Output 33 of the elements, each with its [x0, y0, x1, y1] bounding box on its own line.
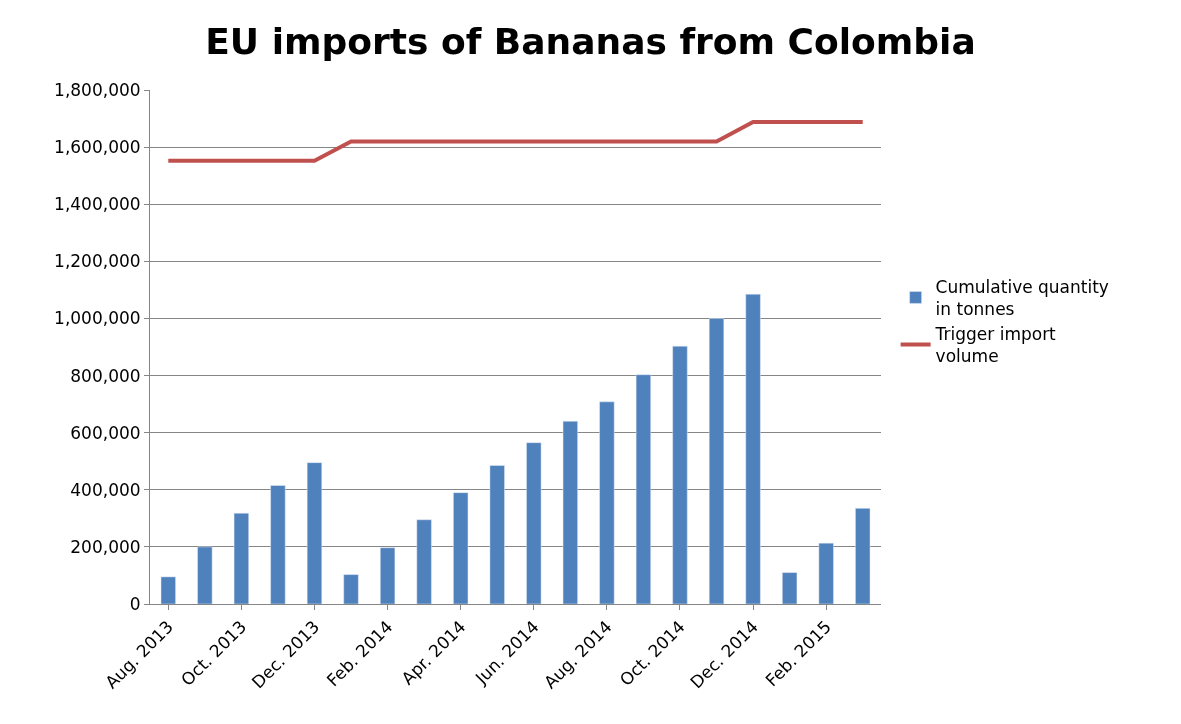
y-tick-label: 600,000 [70, 422, 141, 443]
legend-label: Cumulative quantity in tonnes [935, 276, 1109, 320]
y-tick-label: 1,400,000 [54, 194, 141, 215]
bar [708, 318, 725, 604]
bar [489, 465, 505, 604]
bar [782, 572, 798, 604]
bar [453, 492, 469, 604]
y-tick-label: 0 [129, 593, 141, 614]
y-tick-label: 200,000 [70, 536, 141, 557]
bar [562, 420, 578, 604]
y-tick-label: 1,600,000 [54, 137, 141, 158]
bar [160, 576, 176, 604]
chart-title: EU imports of Bananas from Colombia [205, 21, 976, 63]
bar [672, 345, 688, 604]
bar [745, 293, 761, 604]
bar [197, 546, 213, 604]
bar [416, 519, 432, 604]
bar [306, 462, 323, 604]
bar [599, 401, 615, 604]
bar [343, 574, 359, 604]
legend-label: Trigger import volume [934, 324, 1057, 367]
bar [233, 512, 249, 604]
y-tick-label: 1,200,000 [54, 251, 141, 272]
bar [270, 485, 286, 604]
bar [855, 508, 871, 604]
y-tick-label: 400,000 [70, 479, 141, 500]
bar [635, 374, 651, 604]
y-tick-label: 800,000 [70, 365, 141, 386]
bar [380, 547, 396, 604]
bar [818, 542, 834, 604]
y-tick-label: 1,800,000 [54, 79, 141, 100]
y-tick-label: 1,000,000 [54, 308, 141, 329]
bar [526, 442, 542, 604]
